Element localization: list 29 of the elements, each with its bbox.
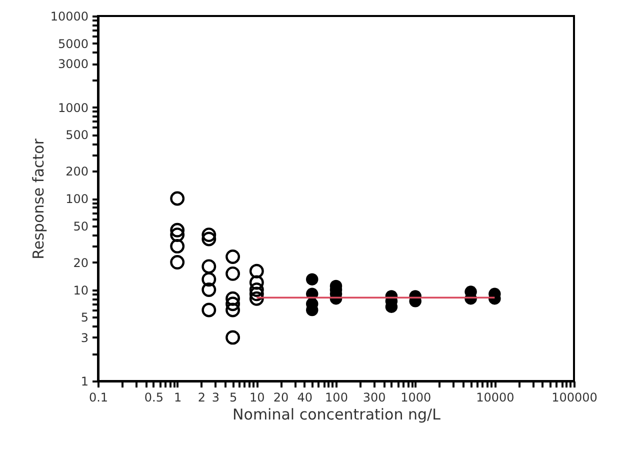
y-tick-label: 3000	[58, 57, 88, 72]
x-tick-label: 0.1	[88, 390, 108, 404]
x-tick-label: 10	[250, 390, 265, 404]
x-tick-label: 20	[273, 390, 289, 404]
x-tick-label: 2	[198, 390, 206, 404]
y-tick-label: 3	[80, 330, 88, 345]
x-tick-label: 40	[297, 390, 313, 404]
x-tick-label: 0.5	[144, 390, 164, 404]
x-tick-label: 5	[229, 390, 238, 404]
y-tick-label: 1000	[58, 100, 88, 115]
x-axis-title: Nominal concentration ng/L	[232, 406, 442, 424]
y-tick-label: 500	[66, 128, 88, 142]
x-tick-label: 100000	[552, 390, 598, 404]
x-tick-label: 1	[174, 390, 182, 404]
y-tick-label: 10	[73, 283, 88, 298]
y-tick-label: 100	[66, 192, 88, 206]
y-tick-label: 10000	[50, 10, 88, 24]
x-tick-label: 300	[362, 390, 386, 404]
y-tick-label: 5000	[58, 36, 88, 51]
x-tick-label: 100	[325, 390, 348, 404]
y-tick-label: 20	[73, 256, 88, 270]
y-axis-title: Response factor	[29, 138, 48, 260]
x-tick-label: 3	[212, 390, 220, 404]
y-tick-label: 5	[80, 310, 88, 325]
y-tick-label: 1	[80, 374, 88, 388]
y-tick-label: 200	[66, 164, 88, 179]
x-tick-label: 10000	[476, 390, 514, 404]
x-tick-label: 1000	[400, 390, 432, 404]
y-tick-label: 50	[73, 219, 88, 234]
